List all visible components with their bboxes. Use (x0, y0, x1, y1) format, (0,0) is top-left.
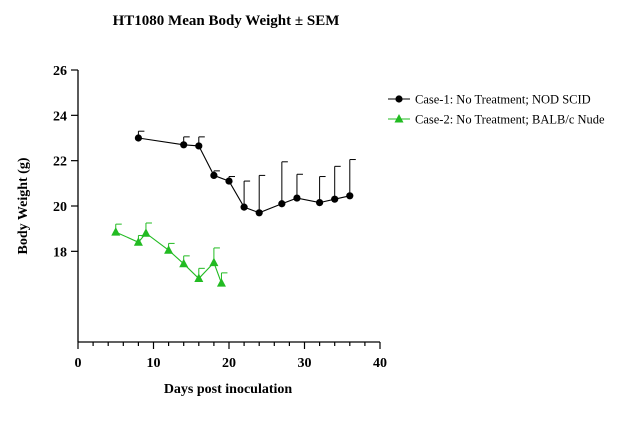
chart-title: HT1080 Mean Body Weight ± SEM (113, 13, 340, 29)
data-point (316, 199, 324, 207)
data-point (255, 209, 263, 217)
x-axis-title: Days post inoculation (164, 382, 293, 397)
y-tick-label: 20 (53, 200, 67, 215)
data-point (179, 258, 189, 268)
legend-marker (395, 95, 403, 103)
data-point (331, 195, 339, 203)
y-tick-label: 22 (53, 155, 67, 170)
y-tick-label: 26 (53, 64, 67, 79)
legend-label: Case-2: No Treatment; BALB/c Nude (415, 113, 605, 127)
x-tick-label: 30 (298, 356, 312, 371)
data-point (194, 273, 204, 283)
data-point (225, 177, 233, 185)
series-2 (111, 222, 228, 287)
series-layer (111, 130, 356, 287)
data-point (141, 228, 151, 237)
x-tick-label: 0 (75, 356, 82, 371)
series-line (115, 231, 222, 284)
series-1 (134, 130, 356, 217)
data-point (164, 245, 174, 254)
x-axis-ticks: 0 10 20 30 40 (75, 342, 387, 371)
y-tick-label: 24 (53, 109, 67, 124)
data-point (293, 194, 301, 202)
x-tick-label: 20 (222, 356, 236, 371)
data-point (278, 200, 286, 208)
y-axis-title: Body Weight (g) (16, 157, 31, 254)
data-point (216, 278, 226, 287)
data-point (180, 141, 188, 149)
data-point (195, 142, 203, 150)
data-point (134, 134, 142, 142)
y-tick-label: 18 (53, 245, 67, 260)
x-tick-label: 10 (147, 356, 161, 371)
data-point (240, 203, 248, 211)
data-point (133, 237, 143, 246)
data-point (209, 257, 219, 267)
legend: Case-1: No Treatment; NOD SCID Case-2: No… (388, 93, 605, 127)
data-point (111, 227, 121, 236)
y-axis-ticks: 18 20 22 24 26 (53, 64, 78, 260)
legend-item: Case-1: No Treatment; NOD SCID (388, 93, 591, 107)
legend-label: Case-1: No Treatment; NOD SCID (415, 93, 591, 107)
plot-axes (77, 70, 380, 343)
x-tick-label: 40 (373, 356, 387, 371)
legend-marker (394, 114, 404, 123)
data-point (210, 171, 218, 179)
legend-item: Case-2: No Treatment; BALB/c Nude (388, 113, 605, 127)
data-point (346, 192, 354, 200)
